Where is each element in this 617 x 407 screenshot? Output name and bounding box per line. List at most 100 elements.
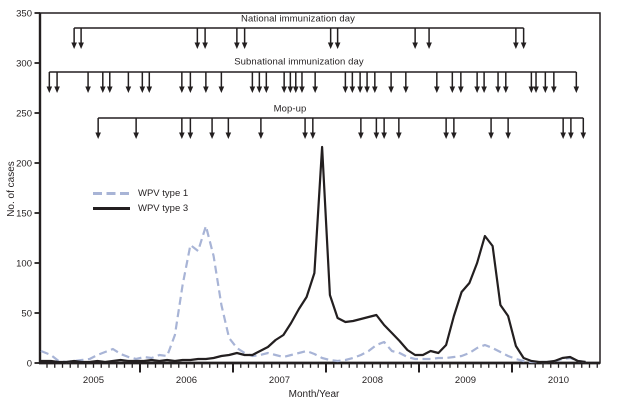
campaign-arrow-icon (443, 132, 449, 139)
campaign-arrow-icon (241, 42, 248, 49)
campaign-arrow-icon (349, 86, 356, 93)
y-axis-title: No. of cases (6, 161, 17, 217)
campaign-arrow-icon (513, 42, 519, 49)
campaign-arrow-icon (194, 42, 201, 49)
campaign-arrow-icon (95, 132, 101, 139)
campaign-arrow-icon (488, 132, 494, 139)
y-tick-label: 50 (21, 308, 32, 319)
snid-label: Subnational immunization day (234, 56, 364, 68)
campaign-arrow-icon (551, 86, 557, 93)
campaign-arrow-icon (202, 42, 208, 49)
campaign-row-arrows-2 (95, 117, 587, 139)
campaign-arrow-icon (528, 86, 535, 93)
campaign-arrow-icon (125, 86, 132, 93)
campaign-arrow-icon (78, 42, 84, 49)
campaign-arrow-icon (179, 132, 185, 139)
x-year-label: 2008 (362, 375, 383, 386)
nid-label: National immunization day (241, 13, 355, 25)
campaign-arrow-icon (310, 132, 316, 139)
campaign-arrow-icon (106, 86, 113, 93)
campaign-arrow-icon (373, 132, 380, 139)
campaign-arrow-icon (249, 86, 256, 93)
campaign-arrow-icon (187, 86, 194, 93)
wpv3-solid-line-swatch (93, 207, 130, 210)
y-axis-ticks: 0 50 100 150 200 250 300 350 (16, 8, 40, 369)
campaign-arrow-icon (234, 42, 240, 49)
campaign-row-arrows-0 (71, 27, 527, 49)
x-year-label: 2005 (83, 375, 104, 386)
x-year-label: 2010 (548, 375, 569, 386)
campaign-arrow-icon (381, 132, 387, 139)
campaign-arrow-icon (258, 132, 264, 139)
campaign-arrow-icon (533, 86, 539, 93)
campaign-arrow-icon (505, 132, 511, 139)
legend: WPV type 1 WPV type 3 (93, 186, 188, 216)
legend-item-wpv3: WPV type 3 (93, 201, 188, 216)
campaign-arrow-icon (281, 86, 287, 93)
campaign-arrow-icon (426, 42, 432, 49)
campaign-arrow-icon (458, 86, 464, 93)
campaign-arrow-icon (481, 86, 487, 93)
campaign-arrow-icon (434, 86, 440, 93)
x-year-label: 2006 (176, 375, 197, 386)
campaign-arrow-icon (342, 86, 349, 93)
legend-label-wpv1: WPV type 1 (138, 188, 189, 199)
x-axis-title: Month/Year (288, 389, 340, 400)
campaign-arrow-icon (179, 86, 185, 93)
campaign-arrow-icon (542, 86, 549, 93)
campaign-arrow-icon (85, 86, 91, 93)
x-year-label: 2009 (455, 375, 476, 386)
campaign-arrow-icon (146, 86, 153, 93)
campaign-arrow-icon (364, 86, 370, 93)
campaign-arrow-icon (580, 132, 587, 139)
campaign-arrow-icon (71, 42, 77, 49)
campaign-arrow-icon (299, 86, 305, 93)
y-tick-label: 350 (16, 8, 32, 19)
campaign-arrow-icon (396, 132, 402, 139)
mopup-label: Mop-up (273, 103, 307, 115)
campaign-arrow-icon (218, 86, 225, 93)
campaign-arrow-icon (46, 86, 53, 93)
y-tick-label: 200 (16, 158, 32, 169)
campaign-arrow-icon (573, 86, 580, 93)
campaign-arrow-icon (520, 42, 527, 49)
x-axis-ticks: 2005 2006 2007 2008 2009 2010 (46, 363, 598, 386)
campaign-arrow-icon (302, 132, 308, 139)
campaign-arrow-icon (203, 86, 209, 93)
campaign-arrow-icon (292, 86, 299, 93)
campaign-arrow-icon (100, 86, 106, 93)
y-tick-label: 150 (16, 208, 32, 219)
campaign-arrow-icon (388, 86, 394, 93)
campaign-arrow-icon (187, 132, 194, 139)
campaign-arrow-icon (334, 42, 341, 49)
campaign-row-arrows-1 (46, 71, 580, 93)
legend-label-wpv3: WPV type 3 (138, 203, 189, 214)
campaign-arrow-icon (560, 132, 566, 139)
campaign-arrow-icon (209, 132, 215, 139)
campaign-arrow-icon (256, 86, 263, 93)
campaign-arrow-icon (403, 86, 409, 93)
campaign-arrow-icon (312, 86, 318, 93)
legend-item-wpv1: WPV type 1 (93, 186, 188, 201)
campaign-arrow-icon (412, 42, 418, 49)
campaign-arrow-icon (451, 132, 457, 139)
campaign-arrow-icon (327, 42, 334, 49)
campaign-arrow-icon (263, 86, 270, 93)
y-tick-label: 100 (16, 258, 32, 269)
campaign-arrow-icon (568, 132, 574, 139)
campaign-arrow-icon (54, 86, 60, 93)
y-tick-label: 250 (16, 108, 32, 119)
campaign-arrow-icon (503, 86, 509, 93)
campaign-arrow-icon (225, 132, 232, 139)
campaign-arrow-icon (358, 132, 364, 139)
series-line-wpv3 (41, 145, 586, 364)
campaign-arrow-icon (495, 86, 501, 93)
series-line-wpv1 (40, 224, 586, 364)
campaign-arrow-icon (357, 86, 363, 93)
campaign-arrow-icon (474, 86, 480, 93)
y-tick-label: 0 (27, 358, 32, 369)
campaign-arrow-icon (133, 132, 139, 139)
campaign-arrow-icon (139, 86, 146, 93)
